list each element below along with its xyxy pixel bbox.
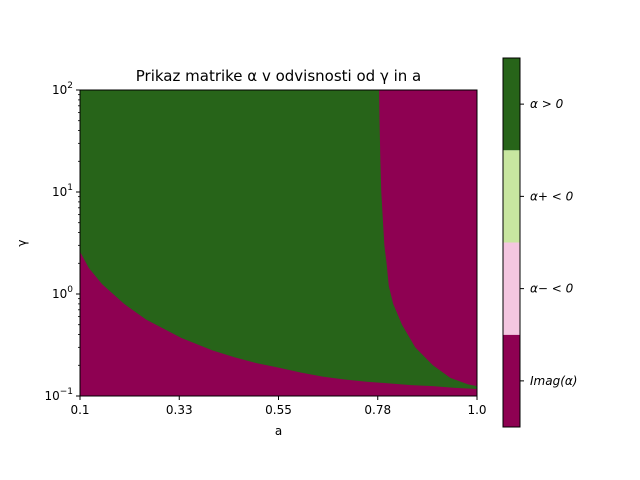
colorbar-swatch xyxy=(503,334,520,427)
x-axis-label: a xyxy=(275,424,282,438)
y-axis: 10−1 100 101 102 xyxy=(44,81,80,403)
y-tick-label: 100 xyxy=(52,285,73,301)
x-tick-label: 0.55 xyxy=(265,403,292,417)
y-tick-label: 10−1 xyxy=(44,387,73,403)
x-tick-label: 0.1 xyxy=(70,403,89,417)
y-axis-label: γ xyxy=(15,239,29,246)
colorbar-swatch xyxy=(503,58,520,151)
colorbar-label: α− < 0 xyxy=(530,282,574,296)
colorbar: Imag(α) α− < 0 α+ < 0 α > 0 xyxy=(502,57,577,428)
y-tick-label: 102 xyxy=(52,81,73,97)
x-axis: 0.1 0.33 0.55 0.78 1.0 xyxy=(70,396,487,417)
chart-title: Prikaz matrike α v odvisnosti od γ in a xyxy=(136,67,421,85)
x-tick-label: 1.0 xyxy=(467,403,486,417)
plot-area xyxy=(79,89,478,397)
colorbar-swatch xyxy=(503,150,520,243)
colorbar-frame xyxy=(502,57,521,428)
x-tick-label: 0.78 xyxy=(364,403,391,417)
colorbar-label: α > 0 xyxy=(530,97,564,111)
y-tick-label: 101 xyxy=(52,183,73,199)
x-tick-label: 0.33 xyxy=(166,403,193,417)
colorbar-label: Imag(α) xyxy=(530,374,577,388)
colorbar-label: α+ < 0 xyxy=(530,189,574,203)
colorbar-swatch xyxy=(503,242,520,335)
alpha-positive-region xyxy=(80,90,477,390)
